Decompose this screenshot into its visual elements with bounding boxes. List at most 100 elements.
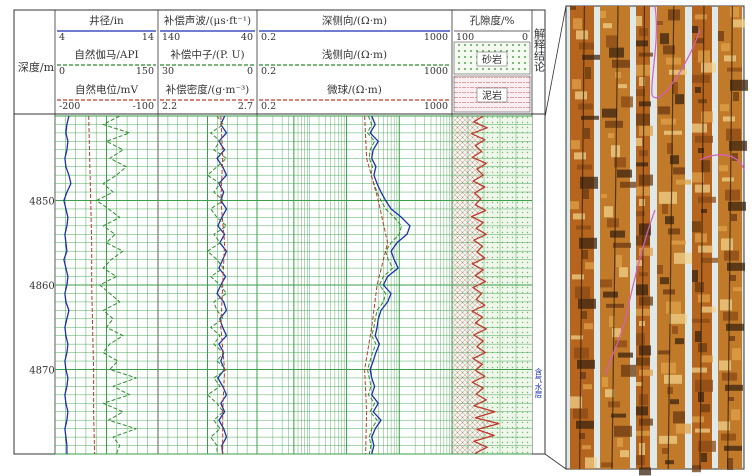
core-grain [732,348,741,361]
core-grain [663,289,675,295]
core-fracture [611,5,619,470]
core-grain [695,282,704,293]
core-grain [617,169,632,178]
core-grain [570,201,579,210]
core-grain [614,425,632,437]
core-grain [570,6,576,10]
callout-line-bottom [544,453,567,470]
core-grain [725,384,743,391]
depth-ticks: 4850 4860 4870 [29,197,54,377]
core-grain [727,262,745,271]
core-grain [698,99,707,104]
curve-title-1-0: 补偿声波/(μs·ft⁻¹) [164,14,251,27]
curve-line-0-1 [96,116,137,454]
core-grain [695,428,710,433]
core-grain [695,87,701,93]
core-grain [639,418,653,426]
core-grain [674,252,692,264]
core-grain [585,457,597,469]
core-grain [582,250,588,259]
core-grain [692,465,701,473]
core-grain [726,323,744,331]
curve-max-1-0: 40 [241,32,253,43]
core-grain [616,255,622,267]
core-grain [725,189,740,201]
core-photo-panel [544,5,748,476]
core-grain [609,47,624,58]
core-grain [576,225,591,230]
core-grain [636,162,648,167]
core-grain [726,128,741,141]
core-grain [692,270,698,282]
core-grain [606,35,618,48]
core-grain [660,277,669,285]
core-grain [695,379,713,392]
curve-title-1-2: 补偿密度/(g·m⁻³) [166,83,250,96]
curve-min-0-0: 4 [59,32,65,43]
curve-line-2-0 [369,116,411,454]
core-grain [675,338,684,345]
core-grain [692,123,707,133]
core-grain [604,206,613,218]
core-grain [701,306,716,313]
core-grain [673,167,685,175]
core-grain [701,111,713,123]
curve-min-0-1: 0 [59,66,65,77]
core-grain [701,453,707,462]
core-grain [676,423,691,434]
core-grain [695,14,707,20]
core-grain [723,116,735,122]
core-grain [581,311,587,319]
core-grain [660,33,669,45]
core-grain [582,445,591,450]
curve-min-2-2: 0.2 [261,101,276,112]
core-grain [614,157,626,168]
core-grain [719,165,728,172]
core-grain [636,284,648,296]
core-grain [639,345,651,356]
core-grain [732,153,738,161]
core-grain [698,245,713,253]
curve-line-0-0 [63,116,72,454]
core-fracture [727,5,733,470]
core-grain [733,19,745,28]
core-grain [571,140,580,150]
depth-tick-label: 4850 [29,197,54,208]
core-grain [664,374,682,384]
core-grain [579,42,594,50]
core-grain [692,74,710,83]
core-grain [720,104,729,112]
core-grain [584,323,593,330]
core-grain [675,94,684,105]
core-grain [580,372,586,379]
core-grain [639,101,651,107]
core-grain [698,343,707,353]
core-grain [666,301,681,314]
curves [63,116,500,454]
core-grain [577,164,592,170]
depth-header-label: 深度/m [18,60,55,74]
core-annotation-curve [604,209,656,376]
core-grain [692,172,704,183]
curve-max-1-1: 0 [247,66,253,77]
porosity-fill [452,116,499,454]
core-grain [692,221,701,233]
core-grain [729,336,735,341]
core-grain [701,209,707,213]
curve-title-1-1: 补偿中子/(P. U) [170,48,244,61]
core-grain [662,204,668,214]
core-grain [731,214,737,221]
core-grain [579,237,597,249]
core-grain [698,148,704,153]
core-grain [723,311,738,321]
core-grain [601,462,613,468]
core-grain [668,228,680,235]
core-grain [701,404,710,413]
curve-line-1-2 [220,116,226,454]
curve-max-0-0: 14 [142,32,154,43]
core-grain [605,120,623,128]
core-grain [636,40,648,47]
core-grain [671,240,686,245]
core-grain [729,140,747,151]
core-grain [663,45,675,55]
